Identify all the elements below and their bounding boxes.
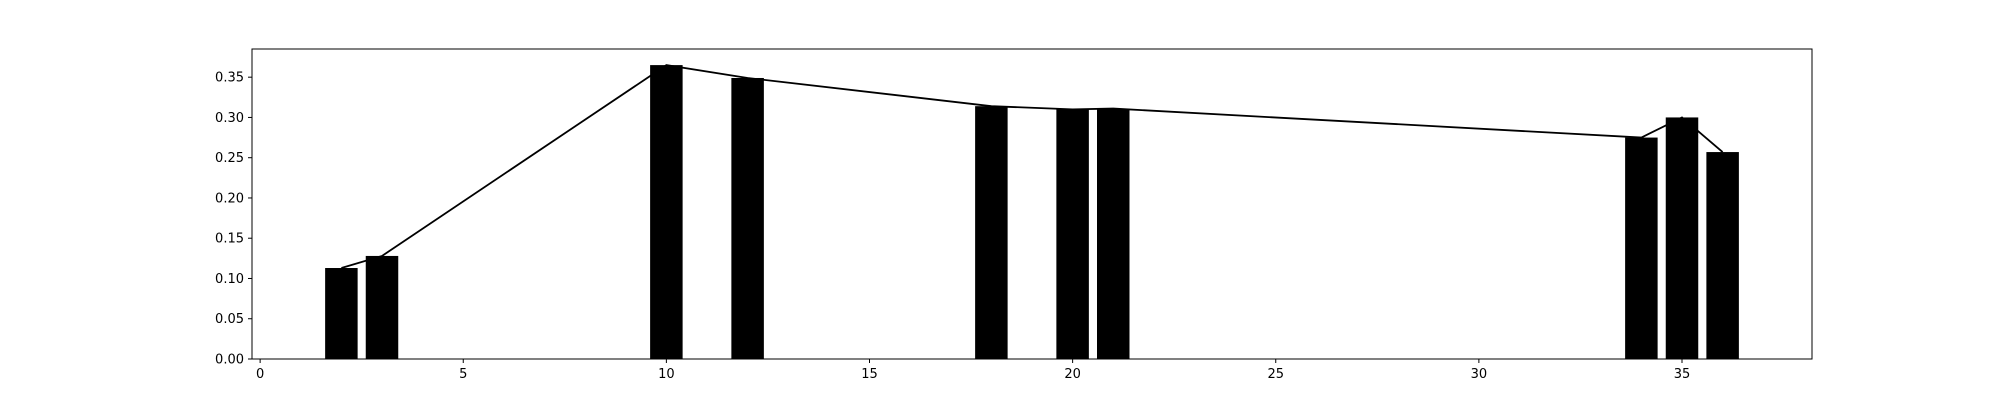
y-tick-label: 0.10 (215, 272, 244, 287)
bar (1097, 108, 1130, 359)
x-tick-label: 5 (459, 367, 467, 382)
bar (650, 65, 683, 359)
x-tick-label: 20 (1064, 367, 1081, 382)
y-tick-label: 0.15 (215, 232, 244, 247)
y-tick-label: 0.20 (215, 191, 244, 206)
y-tick-label: 0.00 (215, 353, 244, 368)
y-tick-label: 0.05 (215, 312, 244, 327)
x-tick-label: 15 (861, 367, 878, 382)
y-tick-label: 0.25 (215, 151, 244, 166)
x-tick-label: 35 (1674, 367, 1691, 382)
bar (1706, 152, 1739, 359)
x-tick-label: 10 (658, 367, 675, 382)
bar (731, 77, 764, 360)
bar (1056, 109, 1089, 359)
x-tick-label: 0 (256, 367, 264, 382)
x-tick-label: 25 (1267, 367, 1284, 382)
bar (1665, 117, 1699, 359)
plot-frame (251, 48, 1813, 360)
bar (325, 268, 358, 359)
x-axis: 0 5 10 15 20 25 30 35 (256, 359, 1690, 382)
bars (325, 65, 1739, 360)
bar (365, 255, 399, 359)
bar (1625, 137, 1658, 359)
y-tick-label: 0.30 (215, 111, 244, 126)
y-tick-label: 0.35 (215, 71, 244, 86)
y-axis: 0.00 0.05 0.10 0.15 0.20 0.25 0.30 0.35 (215, 71, 252, 368)
bar (975, 106, 1008, 359)
trend-line (341, 64, 1724, 269)
trend-line-layer (341, 64, 1724, 269)
x-tick-label: 30 (1471, 367, 1488, 382)
